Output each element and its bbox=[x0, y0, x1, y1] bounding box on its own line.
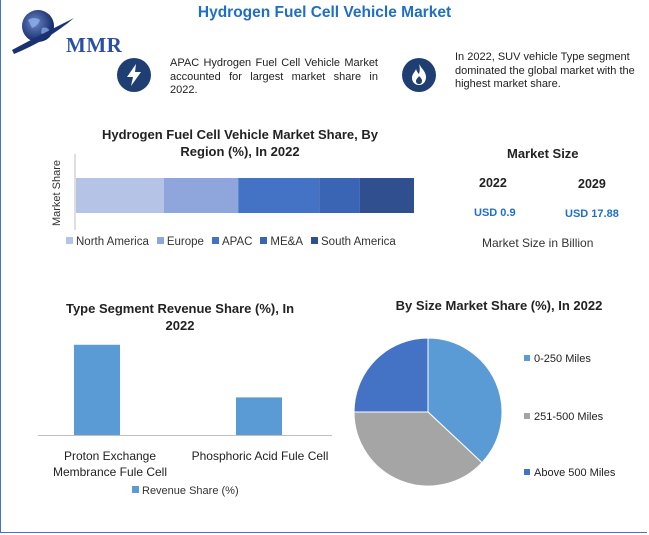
callout-suv-text: In 2022, SUV vehicle Type segment domina… bbox=[455, 51, 635, 90]
legend-swatch bbox=[524, 469, 530, 475]
bar-segment bbox=[76, 178, 164, 213]
type-bar-chart bbox=[38, 344, 332, 436]
legend-label: North America bbox=[76, 236, 149, 248]
legend-item: ME&A bbox=[260, 236, 303, 248]
legend-swatch bbox=[156, 237, 164, 244]
legend-swatch bbox=[524, 413, 530, 419]
legend-label: 251-500 Miles bbox=[534, 411, 604, 423]
callout-apac-text: APAC Hydrogen Fuel Cell Vehicle Market a… bbox=[170, 57, 378, 96]
type-legend: Revenue Share (%) bbox=[132, 485, 239, 497]
type-chart-title: Type Segment Revenue Share (%), In 2022 bbox=[65, 301, 295, 333]
market-size-unit: Market Size in Billion bbox=[482, 236, 594, 250]
pie-slice bbox=[353, 411, 483, 487]
type-category-label: Phosphoric Acid Fule Cell bbox=[191, 449, 329, 463]
bar bbox=[74, 344, 120, 435]
legend-item: APAC bbox=[211, 236, 253, 248]
market-size-year-2029: 2029 bbox=[578, 177, 606, 191]
market-size-value-2029: USD 17.88 bbox=[565, 208, 619, 220]
legend-label: Revenue Share (%) bbox=[142, 485, 239, 497]
legend-swatch bbox=[211, 237, 219, 244]
legend-label: Europe bbox=[166, 236, 204, 248]
bar bbox=[236, 397, 282, 435]
legend-swatch bbox=[311, 237, 319, 244]
market-size-value-2022: USD 0.9 bbox=[474, 207, 516, 219]
legend-swatch bbox=[132, 486, 139, 493]
legend-item: North America bbox=[66, 236, 149, 248]
flame-icon bbox=[402, 58, 436, 92]
legend-label: ME&A bbox=[270, 236, 304, 248]
region-legend: North America Europe APAC ME&A South America bbox=[66, 236, 404, 248]
legend-label: APAC bbox=[221, 236, 253, 248]
pie-slice bbox=[353, 337, 429, 413]
legend-item: Europe bbox=[156, 236, 204, 248]
legend-label: 0-250 Miles bbox=[534, 353, 591, 365]
bar-segment bbox=[359, 178, 414, 213]
page-title: Hydrogen Fuel Cell Vehicle Market bbox=[197, 4, 452, 21]
size-chart-title: By Size Market Share (%), In 2022 bbox=[395, 298, 603, 313]
region-chart-title: Hydrogen Fuel Cell Vehicle Market Share,… bbox=[102, 127, 378, 159]
pie-legend-item: 251-500 Miles bbox=[524, 411, 603, 423]
region-stacked-bar-chart: Market Share bbox=[51, 154, 414, 230]
logo-text: MMR bbox=[66, 33, 123, 57]
legend-swatch bbox=[524, 355, 530, 361]
pie-legend-item: 0-250 Miles bbox=[524, 353, 591, 365]
legend-swatch bbox=[260, 237, 268, 244]
legend-label: South America bbox=[321, 236, 396, 248]
lightning-bolt-icon bbox=[117, 58, 151, 92]
type-category-label: Proton Exchange Membrance Fule Cell bbox=[52, 449, 168, 479]
bar-segment bbox=[319, 178, 360, 213]
bar-segment bbox=[238, 178, 320, 213]
mmr-logo bbox=[8, 6, 143, 61]
legend-swatch bbox=[66, 237, 73, 244]
market-size-title: Market Size bbox=[507, 146, 579, 161]
size-pie-chart bbox=[353, 337, 503, 487]
legend-label: Above 500 Miles bbox=[534, 467, 616, 479]
market-size-year-2022: 2022 bbox=[479, 176, 507, 190]
bar-segment bbox=[163, 178, 239, 213]
axis-label: Market Share bbox=[51, 160, 63, 226]
pie-slice bbox=[427, 337, 503, 464]
legend-item: South America bbox=[311, 236, 396, 248]
pie-legend-item: Above 500 Miles bbox=[524, 467, 615, 479]
globe-icon bbox=[12, 10, 74, 54]
